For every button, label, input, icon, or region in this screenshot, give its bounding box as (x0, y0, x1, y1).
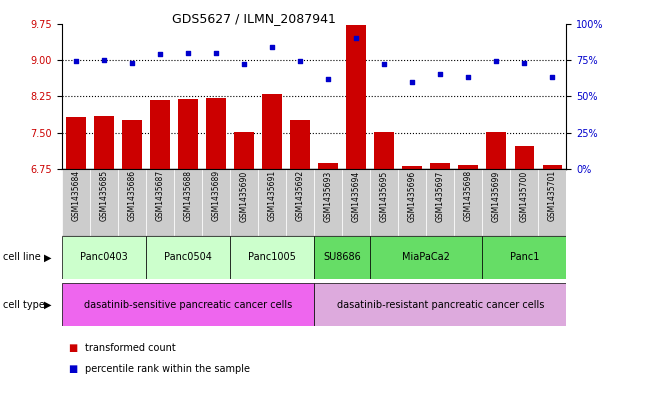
Bar (314, 236, 370, 279)
Text: ■: ■ (68, 364, 77, 375)
Bar (402, 165, 422, 169)
Text: GSM1435690: GSM1435690 (240, 170, 249, 222)
Bar (454, 169, 482, 236)
Bar (542, 165, 562, 169)
Text: GSM1435694: GSM1435694 (352, 170, 361, 222)
Bar (486, 132, 506, 169)
Bar (290, 119, 310, 169)
Text: GSM1435697: GSM1435697 (436, 170, 445, 222)
Point (435, 71, 445, 77)
Bar (62, 169, 90, 236)
Bar (318, 163, 338, 169)
Bar (66, 117, 86, 169)
Text: GSM1435695: GSM1435695 (380, 170, 389, 222)
Bar (230, 236, 314, 279)
Bar (482, 236, 566, 279)
Bar (62, 236, 146, 279)
Bar (430, 163, 450, 169)
Point (183, 50, 193, 56)
Text: cell line: cell line (3, 252, 41, 263)
Text: GSM1435699: GSM1435699 (492, 170, 501, 222)
Text: dasatinib-sensitive pancreatic cancer cells: dasatinib-sensitive pancreatic cancer ce… (84, 299, 292, 310)
Text: GSM1435698: GSM1435698 (464, 170, 473, 221)
Text: percentile rank within the sample: percentile rank within the sample (85, 364, 249, 375)
Point (211, 50, 221, 56)
Point (239, 61, 249, 68)
Bar (342, 169, 370, 236)
Text: GSM1435688: GSM1435688 (184, 170, 193, 221)
Bar (174, 169, 202, 236)
Bar (514, 146, 534, 169)
Point (267, 44, 277, 50)
Text: Panc0504: Panc0504 (164, 252, 212, 263)
Text: GSM1435692: GSM1435692 (296, 170, 305, 221)
Bar (122, 120, 142, 169)
Bar (538, 169, 566, 236)
Text: GSM1435700: GSM1435700 (520, 170, 529, 222)
Bar (482, 169, 510, 236)
Text: dasatinib-resistant pancreatic cancer cells: dasatinib-resistant pancreatic cancer ce… (337, 299, 544, 310)
Text: GSM1435696: GSM1435696 (408, 170, 417, 222)
Bar (258, 169, 286, 236)
Text: GSM1435701: GSM1435701 (548, 170, 557, 221)
Bar (62, 283, 314, 326)
Point (547, 74, 557, 81)
Point (127, 60, 137, 66)
Bar (426, 169, 454, 236)
Point (99, 57, 109, 63)
Text: cell type: cell type (3, 299, 45, 310)
Point (379, 61, 389, 68)
Text: Panc1005: Panc1005 (248, 252, 296, 263)
Point (71, 58, 81, 64)
Point (519, 60, 529, 66)
Text: Panc0403: Panc0403 (80, 252, 128, 263)
Text: GDS5627 / ILMN_2087941: GDS5627 / ILMN_2087941 (172, 12, 335, 25)
Text: ▶: ▶ (44, 252, 52, 263)
Bar (262, 94, 282, 169)
Bar (178, 99, 198, 169)
Bar (314, 169, 342, 236)
Bar (146, 169, 174, 236)
Text: GSM1435684: GSM1435684 (72, 170, 80, 221)
Text: ■: ■ (68, 343, 77, 353)
Bar (150, 100, 170, 169)
Text: GSM1435691: GSM1435691 (268, 170, 277, 221)
Point (407, 79, 417, 85)
Point (323, 76, 333, 82)
Bar (510, 169, 538, 236)
Bar (374, 132, 394, 169)
Text: transformed count: transformed count (85, 343, 175, 353)
Bar (458, 165, 478, 169)
Bar (118, 169, 146, 236)
Point (295, 58, 305, 64)
Text: SU8686: SU8686 (324, 252, 361, 263)
Point (491, 58, 501, 64)
Bar (94, 116, 114, 169)
Text: GSM1435689: GSM1435689 (212, 170, 221, 221)
Bar (146, 236, 230, 279)
Point (463, 74, 473, 81)
Bar (346, 24, 366, 169)
Bar (314, 283, 566, 326)
Text: ▶: ▶ (44, 299, 52, 310)
Text: GSM1435685: GSM1435685 (100, 170, 108, 221)
Text: GSM1435687: GSM1435687 (156, 170, 165, 221)
Bar (370, 169, 398, 236)
Bar (370, 236, 482, 279)
Point (351, 35, 361, 41)
Bar (286, 169, 314, 236)
Text: GSM1435693: GSM1435693 (324, 170, 333, 222)
Bar (398, 169, 426, 236)
Bar (202, 169, 230, 236)
Bar (230, 169, 258, 236)
Bar (90, 169, 118, 236)
Text: Panc1: Panc1 (510, 252, 539, 263)
Bar (234, 132, 254, 169)
Bar (206, 98, 226, 169)
Text: GSM1435686: GSM1435686 (128, 170, 137, 221)
Point (155, 51, 165, 57)
Text: MiaPaCa2: MiaPaCa2 (402, 252, 450, 263)
